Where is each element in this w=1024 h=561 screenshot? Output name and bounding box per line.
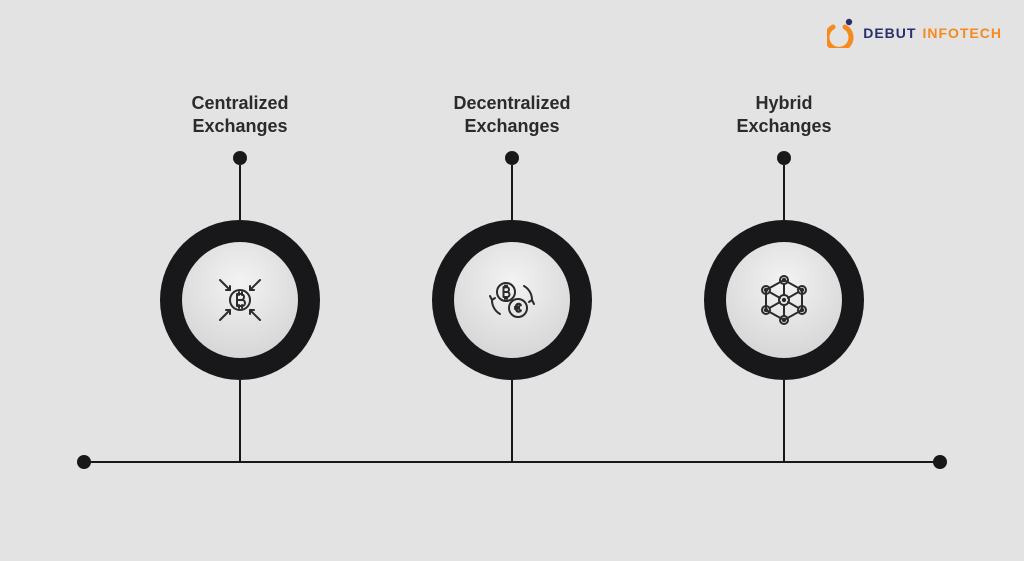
connector-top-dot — [233, 151, 247, 165]
brand-word-secondary: INFOTECH — [922, 26, 1002, 40]
logo-arc — [827, 27, 851, 48]
node-inner — [182, 242, 298, 358]
timeline-endpoint-left — [77, 455, 91, 469]
node-inner — [454, 242, 570, 358]
node-label-line2: Exchanges — [664, 115, 904, 138]
connector-lower — [783, 380, 785, 462]
brand-logo: DEBUT INFOTECH — [827, 18, 1002, 48]
exchange-node — [160, 220, 320, 380]
hybrid-icon — [756, 272, 812, 328]
node-label-line1: Hybrid — [664, 92, 904, 115]
timeline-endpoint-right — [933, 455, 947, 469]
node-inner — [726, 242, 842, 358]
connector-upper — [783, 165, 785, 220]
connector-upper — [239, 165, 241, 220]
node-label: CentralizedExchanges — [120, 92, 360, 137]
node-label-line1: Decentralized — [392, 92, 632, 115]
exchange-node — [704, 220, 864, 380]
centralized-icon — [212, 272, 268, 328]
infographic-canvas: DEBUT INFOTECH CentralizedExchangesDecen… — [0, 0, 1024, 561]
node-label-line1: Centralized — [120, 92, 360, 115]
connector-lower — [511, 380, 513, 462]
connector-upper — [511, 165, 513, 220]
node-label: DecentralizedExchanges — [392, 92, 632, 137]
brand-word-primary: DEBUT — [863, 26, 916, 40]
connector-top-dot — [505, 151, 519, 165]
brand-wordmark: DEBUT INFOTECH — [863, 26, 1002, 40]
node-label-line2: Exchanges — [392, 115, 632, 138]
decentralized-icon — [484, 272, 540, 328]
connector-top-dot — [777, 151, 791, 165]
connector-lower — [239, 380, 241, 462]
node-label-line2: Exchanges — [120, 115, 360, 138]
brand-mark-icon — [827, 18, 855, 48]
node-label: HybridExchanges — [664, 92, 904, 137]
exchange-node — [432, 220, 592, 380]
logo-dot — [846, 19, 852, 25]
